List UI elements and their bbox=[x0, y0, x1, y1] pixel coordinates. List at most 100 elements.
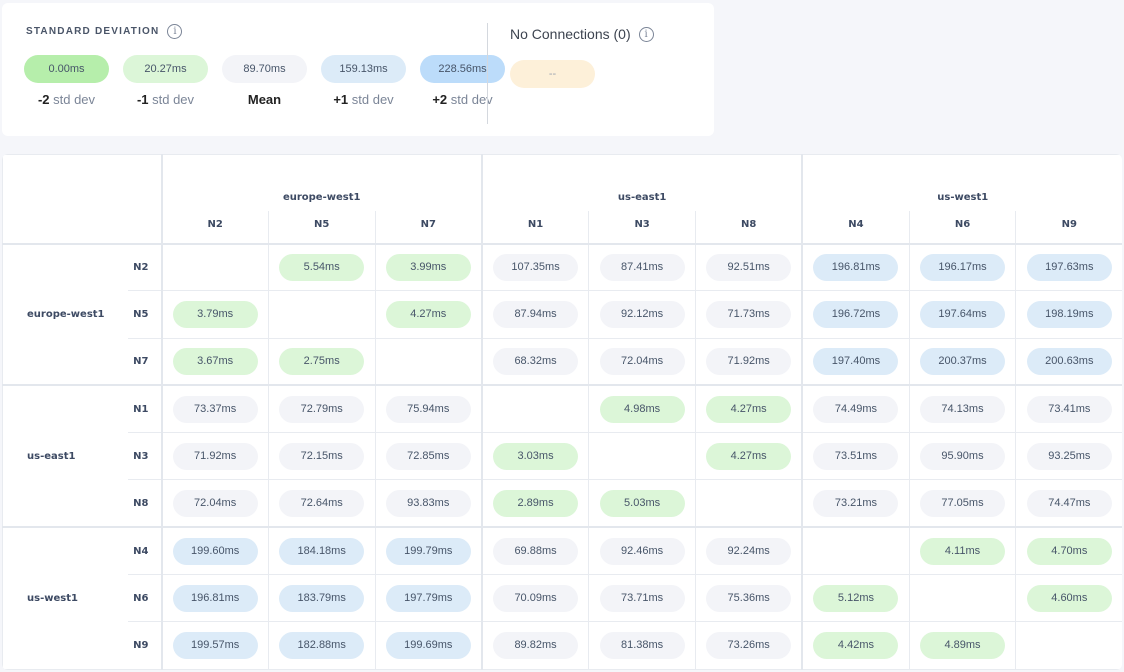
latency-pill[interactable]: 4.27ms bbox=[706, 442, 792, 470]
latency-pill[interactable]: 200.63ms bbox=[1026, 347, 1112, 375]
latency-pill[interactable]: 2.75ms bbox=[279, 347, 365, 375]
std-dev-legend: STANDARD DEVIATION i 0.00ms -2 std dev 20.… bbox=[2, 3, 714, 136]
latency-pill[interactable]: 92.51ms bbox=[706, 253, 792, 281]
latency-pill[interactable]: 72.79ms bbox=[279, 395, 365, 423]
latency-pill[interactable]: 68.32ms bbox=[493, 347, 579, 375]
latency-pill[interactable]: 93.25ms bbox=[1026, 442, 1112, 470]
latency-pill[interactable]: 196.72ms bbox=[813, 300, 899, 328]
latency-pill[interactable]: 95.90ms bbox=[920, 442, 1005, 470]
latency-pill[interactable]: 199.69ms bbox=[385, 632, 471, 660]
latency-pill[interactable]: 92.24ms bbox=[706, 537, 792, 565]
table-row: us-west1 N4 199.60ms 184.18ms 199.79ms 69.88m… bbox=[2, 526, 1122, 670]
latency-pill[interactable]: 184.18ms bbox=[279, 537, 365, 565]
latency-pill[interactable]: 5.12ms bbox=[813, 584, 899, 612]
latency-pill[interactable]: 198.19ms bbox=[1026, 300, 1112, 328]
latency-pill[interactable]: 199.60ms bbox=[172, 537, 258, 565]
latency-pill[interactable]: 74.49ms bbox=[813, 395, 899, 423]
latency-pill[interactable]: 87.41ms bbox=[599, 253, 685, 281]
latency-pill[interactable]: 92.12ms bbox=[599, 300, 685, 328]
column-node-header: N6 bbox=[908, 210, 1017, 244]
latency-pill[interactable]: 3.03ms bbox=[493, 442, 579, 470]
latency-pill[interactable]: 71.73ms bbox=[706, 300, 792, 328]
legend-label: -1 std dev bbox=[123, 92, 208, 107]
row-node-label: N6 bbox=[127, 574, 162, 623]
column-node-header: N1 bbox=[480, 210, 590, 244]
latency-pill[interactable]: 5.03ms bbox=[599, 489, 685, 517]
latency-pill[interactable]: 3.79ms bbox=[172, 300, 258, 328]
matrix-cell: 199.79ms bbox=[374, 526, 483, 576]
latency-pill[interactable]: 72.85ms bbox=[385, 442, 471, 470]
latency-pill[interactable]: 77.05ms bbox=[920, 489, 1005, 517]
latency-pill[interactable]: 74.13ms bbox=[920, 395, 1005, 423]
matrix-cell: 2.89ms bbox=[480, 479, 590, 528]
latency-pill[interactable]: 71.92ms bbox=[172, 442, 258, 470]
info-icon[interactable]: i bbox=[167, 24, 183, 39]
latency-pill[interactable]: 81.38ms bbox=[599, 632, 685, 660]
latency-pill[interactable]: 73.51ms bbox=[813, 442, 899, 470]
latency-pill[interactable]: 3.67ms bbox=[172, 347, 258, 375]
latency-pill[interactable]: 4.70ms bbox=[1026, 537, 1112, 565]
latency-pill[interactable]: 196.17ms bbox=[920, 253, 1005, 281]
latency-pill[interactable]: 75.36ms bbox=[706, 584, 792, 612]
latency-pill[interactable]: 196.81ms bbox=[813, 253, 899, 281]
matrix-cell: 196.81ms bbox=[160, 574, 269, 623]
matrix-cell: 72.64ms bbox=[267, 479, 376, 528]
matrix-cell: 4.60ms bbox=[1015, 574, 1122, 623]
matrix-cell: 4.27ms bbox=[695, 432, 803, 481]
latency-pill[interactable]: 4.42ms bbox=[813, 632, 899, 660]
latency-pill[interactable]: 199.79ms bbox=[385, 537, 471, 565]
latency-pill[interactable]: 4.27ms bbox=[706, 395, 792, 423]
matrix-cell bbox=[374, 337, 483, 386]
matrix-cell: 72.79ms bbox=[267, 384, 376, 434]
info-icon[interactable]: i bbox=[638, 26, 654, 42]
latency-pill[interactable]: 4.27ms bbox=[385, 300, 471, 328]
latency-pill[interactable]: 183.79ms bbox=[279, 584, 365, 612]
latency-pill[interactable]: 182.88ms bbox=[279, 632, 365, 660]
latency-pill[interactable]: 197.40ms bbox=[813, 347, 899, 375]
latency-pill[interactable]: 200.37ms bbox=[920, 347, 1005, 375]
latency-pill[interactable]: 2.89ms bbox=[493, 489, 579, 517]
latency-pill[interactable]: 69.88ms bbox=[493, 537, 579, 565]
latency-pill[interactable]: 72.15ms bbox=[279, 442, 365, 470]
latency-pill[interactable]: 196.81ms bbox=[172, 584, 258, 612]
latency-pill[interactable]: 4.60ms bbox=[1026, 584, 1112, 612]
matrix-cell: 73.21ms bbox=[801, 479, 910, 528]
matrix-cell: 4.27ms bbox=[695, 384, 803, 434]
latency-pill[interactable]: 4.89ms bbox=[920, 632, 1005, 660]
latency-pill[interactable]: 72.04ms bbox=[599, 347, 685, 375]
latency-pill[interactable]: 5.54ms bbox=[279, 253, 365, 281]
latency-pill[interactable]: 73.26ms bbox=[706, 632, 792, 660]
latency-pill[interactable]: 4.11ms bbox=[920, 537, 1005, 565]
latency-pill[interactable]: 70.09ms bbox=[493, 584, 579, 612]
legend-header: STANDARD DEVIATION i bbox=[26, 24, 183, 39]
latency-pill[interactable]: 197.64ms bbox=[920, 300, 1005, 328]
latency-pill[interactable]: 73.41ms bbox=[1026, 395, 1112, 423]
latency-pill[interactable]: 73.37ms bbox=[172, 395, 258, 423]
matrix-cell: 107.35ms bbox=[480, 242, 590, 292]
latency-pill[interactable]: 73.71ms bbox=[599, 584, 685, 612]
latency-pill[interactable]: 4.98ms bbox=[599, 395, 685, 423]
latency-pill[interactable]: 73.21ms bbox=[813, 489, 899, 517]
latency-pill[interactable]: 87.94ms bbox=[493, 300, 579, 328]
column-region-header: us-west1 bbox=[801, 154, 1122, 211]
row-node-label: N4 bbox=[127, 526, 162, 576]
matrix-cell: 4.27ms bbox=[374, 290, 483, 339]
latency-pill[interactable]: 93.83ms bbox=[385, 489, 471, 517]
latency-pill[interactable]: 89.82ms bbox=[493, 632, 579, 660]
latency-pill[interactable]: 74.47ms bbox=[1026, 489, 1112, 517]
latency-pill[interactable]: 75.94ms bbox=[385, 395, 471, 423]
latency-pill[interactable]: 72.04ms bbox=[172, 489, 258, 517]
matrix-cell: 77.05ms bbox=[908, 479, 1017, 528]
latency-pill[interactable]: 92.46ms bbox=[599, 537, 685, 565]
latency-pill[interactable]: 197.63ms bbox=[1026, 253, 1112, 281]
matrix-cell: 3.99ms bbox=[374, 242, 483, 292]
latency-pill[interactable]: 72.64ms bbox=[279, 489, 365, 517]
column-node-header: N9 bbox=[1015, 210, 1122, 244]
matrix-cell: 200.63ms bbox=[1015, 337, 1122, 386]
latency-pill[interactable]: 197.79ms bbox=[385, 584, 471, 612]
latency-pill[interactable]: 71.92ms bbox=[706, 347, 792, 375]
latency-pill[interactable]: 107.35ms bbox=[493, 253, 579, 281]
latency-pill[interactable]: 199.57ms bbox=[172, 632, 258, 660]
legend-label-prefix: +1 bbox=[333, 92, 349, 107]
latency-pill[interactable]: 3.99ms bbox=[385, 253, 471, 281]
